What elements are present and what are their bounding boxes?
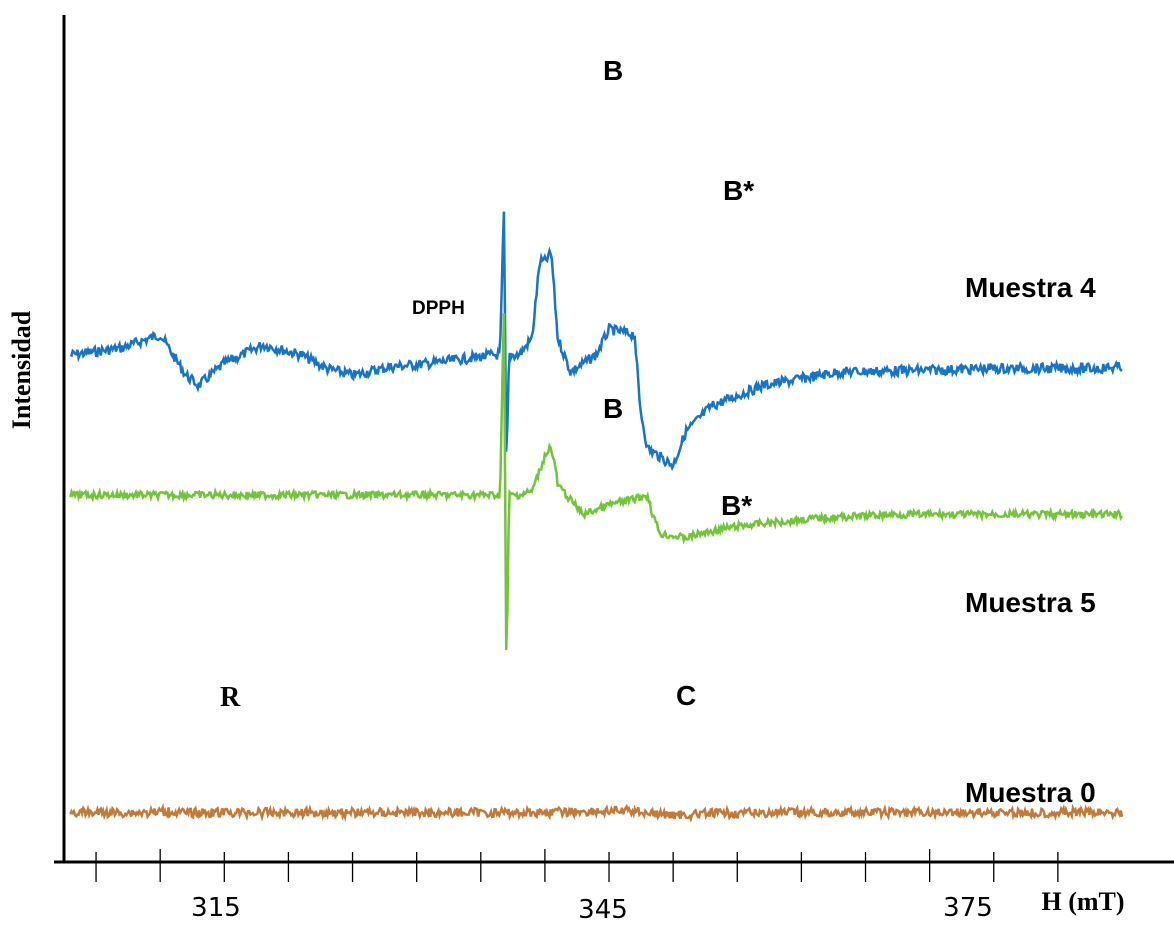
x-axis-ticks <box>95 849 1059 882</box>
annotation-r: R <box>220 682 241 713</box>
x-tick-label-375: 375 <box>943 893 993 923</box>
annotation-b-star-muestra-5: B* <box>721 490 752 521</box>
series-label-muestra-5: Muestra 5 <box>965 587 1096 618</box>
annotation-b-star-muestra-4: B* <box>723 175 754 206</box>
annotation-c: C <box>676 680 696 711</box>
y-axis-label: Intensidad <box>7 310 36 429</box>
annotation-b-muestra-5: B <box>603 393 623 424</box>
x-axis-label: H (mT) <box>1041 887 1124 916</box>
annotation-b-muestra-4: B <box>603 55 623 86</box>
annotation-dpph: DPPH <box>412 298 465 319</box>
series-line-muestra-5 <box>69 313 1124 650</box>
series-line-muestra-0 <box>69 802 1124 824</box>
x-tick-label-315: 315 <box>191 893 241 923</box>
series-line-muestra-4 <box>69 211 1123 472</box>
series-label-muestra-4: Muestra 4 <box>965 272 1096 303</box>
series-label-muestra-0: Muestra 0 <box>965 777 1096 808</box>
x-tick-label-345: 345 <box>578 895 628 925</box>
